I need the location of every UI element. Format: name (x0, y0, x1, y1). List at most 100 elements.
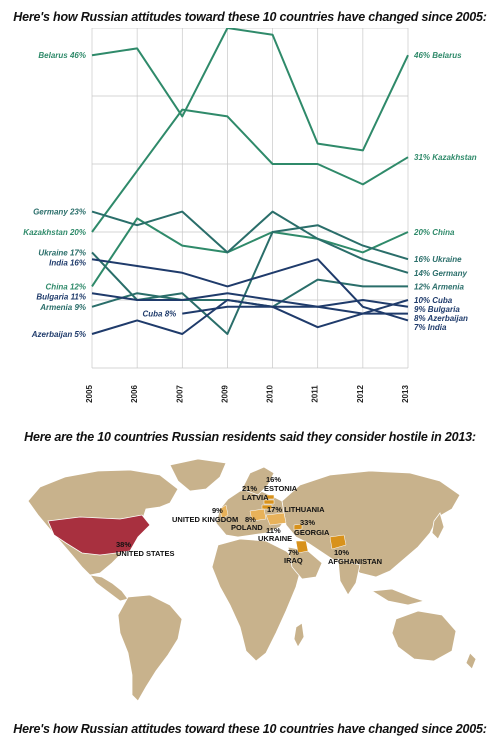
svg-text:10%: 10% (334, 548, 349, 557)
svg-text:16%: 16% (266, 475, 281, 484)
svg-text:7%: 7% (288, 548, 299, 557)
series-line-india (91, 258, 409, 322)
ukraine-highlight (265, 512, 287, 526)
line-chart: Cuba 8% Belarus 46% Germany 23% Kazakhstan … (23, 28, 477, 403)
svg-text:17% LITHUANIA: 17% LITHUANIA (267, 505, 325, 514)
end-label-belarus: 46% Belarus (413, 51, 462, 60)
chart-title: Here's how Russian attitudes toward thes… (13, 10, 487, 24)
end-label-cuba: 10% Cuba (414, 296, 453, 305)
start-label-ukraine: Ukraine 17% (38, 248, 86, 257)
usa-highlight (47, 514, 151, 556)
afghanistan-pct: 10 (334, 548, 342, 557)
afghanistan-highlight (329, 534, 347, 550)
x-tick-label: 2007 (175, 385, 184, 403)
lithuania-pct: 17 (267, 505, 275, 514)
south-america-shape (117, 594, 183, 702)
end-label-kazakhstan: 31% Kazakhstan (414, 153, 477, 162)
series-line-ukraine (91, 224, 409, 335)
indonesia-shape (370, 588, 426, 606)
svg-text:21%: 21% (242, 484, 257, 493)
afghanistan-label: AFGHANISTAN (328, 557, 382, 566)
end-label-azerbaijan: 8% Azerbaijan (414, 314, 468, 323)
start-label-azerbaijan: Azerbaijan 5% (31, 330, 86, 339)
ukraine-label: UKRAINE (258, 534, 292, 543)
continents (27, 458, 477, 702)
iraq-highlight (295, 540, 309, 554)
new-zealand-shape (465, 652, 477, 670)
madagascar-shape (293, 622, 305, 648)
series-line-germany (91, 210, 409, 274)
end-label-china: 20% China (413, 228, 455, 237)
svg-text:11%: 11% (266, 526, 281, 535)
iraq-pct: 7 (288, 548, 292, 557)
chart-title-repeat: Here's how Russian attitudes toward thes… (13, 722, 487, 736)
x-axis-ticks: 2005 2006 2007 2009 2010 2011 2012 2013 (85, 385, 410, 403)
georgia-pct: 33 (300, 518, 308, 527)
end-label-ukraine: 16% Ukraine (414, 255, 462, 264)
us-label: UNITED STATES (116, 549, 174, 558)
svg-text:9%: 9% (212, 506, 223, 515)
x-tick-label: 2006 (130, 385, 139, 403)
scandinavia-shape (241, 466, 275, 496)
poland-label: POLAND (231, 523, 263, 532)
start-label-armenia: Armenia 9% (39, 303, 86, 312)
world-map: 38% UNITED STATES 9% UNITED KINGDOM 21% … (20, 455, 485, 710)
start-label-china: China 12% (46, 282, 86, 291)
africa-shape (211, 538, 303, 662)
start-label-kazakhstan: Kazakhstan 20% (23, 228, 86, 237)
end-label-india: 7% India (414, 323, 447, 332)
estonia-highlight (265, 494, 275, 500)
ukraine-pct: 11 (266, 526, 274, 535)
start-label-bulgaria: Bulgaria 11% (36, 292, 86, 301)
us-pct: 38 (116, 540, 124, 549)
series-line-belarus (91, 28, 409, 152)
uk-pct: 9 (212, 506, 216, 515)
x-tick-label: 2012 (356, 385, 365, 403)
asia-shape (281, 470, 461, 578)
poland-highlight (249, 508, 267, 522)
latvia-label: LATVIA (242, 493, 269, 502)
end-label-armenia: 12% Armenia (414, 282, 465, 291)
start-label-belarus: Belarus 46% (38, 51, 86, 60)
map-title: Here are the 10 countries Russian reside… (24, 430, 476, 444)
india-shape (337, 558, 361, 596)
chart-labels: Cuba 8% Belarus 46% Germany 23% Kazakhstan … (23, 51, 477, 339)
x-tick-label: 2005 (85, 385, 94, 403)
japan-shape (431, 512, 445, 540)
series-line-kazakhstan (91, 108, 409, 233)
estonia-label: ESTONIA (264, 484, 298, 493)
svg-text:33%: 33% (300, 518, 315, 527)
end-label-germany: 14% Germany (414, 269, 467, 278)
x-tick-label: 2010 (266, 385, 275, 403)
lithuania-label: LITHUANIA (284, 505, 325, 514)
series-line-cuba (182, 299, 409, 315)
poland-pct: 8 (245, 515, 249, 524)
series-line-bulgaria (91, 292, 409, 308)
start-label-cuba: Cuba 8% (142, 310, 176, 319)
start-label-germany: Germany 23% (33, 208, 86, 217)
x-tick-label: 2011 (311, 385, 320, 403)
latvia-pct: 21 (242, 484, 250, 493)
chart-lines (91, 28, 409, 335)
lithuania-highlight (261, 504, 273, 510)
svg-text:38%: 38% (116, 540, 131, 549)
georgia-highlight (293, 523, 303, 531)
georgia-label: GEORGIA (294, 528, 330, 537)
world-map-svg: 38% UNITED STATES 9% UNITED KINGDOM 21% … (27, 458, 477, 702)
series-line-china (91, 217, 409, 287)
series-line-azerbaijan (91, 299, 408, 335)
uk-highlight (219, 504, 229, 520)
australia-shape (391, 610, 457, 662)
greenland-shape (169, 458, 227, 492)
start-label-india: India 16% (49, 258, 86, 267)
x-tick-label: 2013 (401, 385, 410, 403)
iraq-label: IRAQ (284, 556, 303, 565)
latvia-highlight (263, 499, 275, 505)
chart-grid (91, 28, 409, 369)
x-tick-label: 2009 (220, 385, 229, 403)
svg-text:8%: 8% (245, 515, 256, 524)
end-label-bulgaria: 9% Bulgaria (414, 305, 460, 314)
estonia-pct: 16 (266, 475, 274, 484)
uk-label: UNITED KINGDOM (172, 515, 238, 524)
central-america-shape (89, 574, 129, 602)
